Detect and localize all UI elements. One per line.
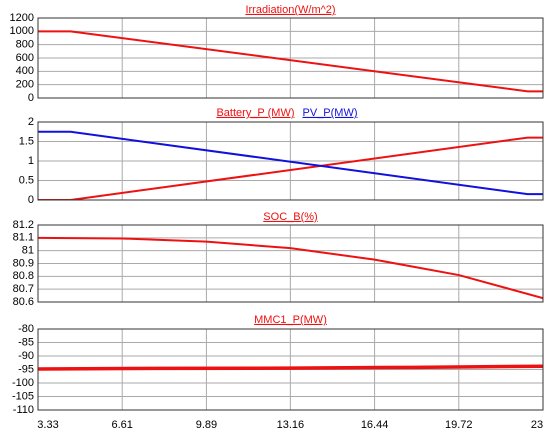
series-line xyxy=(38,130,543,196)
y-tick-label: -80 xyxy=(18,323,34,335)
y-tick-label: 800 xyxy=(16,39,34,51)
y-tick-label: -90 xyxy=(18,350,34,362)
y-tick-label: 0 xyxy=(28,92,34,104)
x-tick-label: 6.61 xyxy=(111,419,132,431)
panel-title: SOC_B(%) xyxy=(263,211,317,223)
y-tick-label: -105 xyxy=(12,390,34,402)
plot-border xyxy=(37,224,544,303)
y-tick-label: 1200 xyxy=(10,12,34,24)
y-tick-label: 1.5 xyxy=(19,135,34,147)
y-tick-label: -100 xyxy=(12,377,34,389)
y-tick-label: -95 xyxy=(18,363,34,375)
x-tick-label: 23 xyxy=(531,419,543,431)
panel-title: MMC1_P(MW) xyxy=(254,314,327,326)
y-tick-label: 80.8 xyxy=(13,270,34,282)
plot-border xyxy=(37,17,544,99)
plot-border xyxy=(37,121,544,201)
y-tick-label: 0 xyxy=(28,194,34,206)
x-tick-label: 19.72 xyxy=(445,419,473,431)
x-tick-label: 16.44 xyxy=(361,419,389,431)
y-tick-label: 2 xyxy=(28,116,34,128)
y-tick-label: 80.9 xyxy=(13,257,34,269)
series-line xyxy=(38,30,543,93)
y-tick-label: 0.5 xyxy=(19,174,34,186)
x-tick-label: 13.16 xyxy=(277,419,305,431)
y-tick-label: -85 xyxy=(18,336,34,348)
y-tick-label: 81.1 xyxy=(13,232,34,244)
y-tick-label: 80.7 xyxy=(13,283,34,295)
series-line xyxy=(38,364,543,371)
y-tick-label: 81.2 xyxy=(13,219,34,231)
y-tick-label: 80.6 xyxy=(13,296,34,308)
y-tick-label: 81 xyxy=(22,245,34,257)
plot-border xyxy=(37,328,544,411)
legend-label: PV_P(MW) xyxy=(303,107,358,119)
y-tick-label: 200 xyxy=(16,79,34,91)
y-tick-label: 600 xyxy=(16,52,34,64)
y-tick-label: 1 xyxy=(28,155,34,167)
y-tick-label: 1000 xyxy=(10,25,34,37)
panel-title: Irradiation(W/m^2) xyxy=(245,4,335,16)
y-tick-label: 400 xyxy=(16,65,34,77)
x-tick-label: 3.33 xyxy=(37,419,58,431)
series-line xyxy=(38,136,543,200)
series-line xyxy=(38,236,543,300)
x-tick-label: 9.89 xyxy=(196,419,217,431)
y-tick-label: -110 xyxy=(13,404,34,416)
legend-label: Battery_P (MW) xyxy=(216,107,294,119)
